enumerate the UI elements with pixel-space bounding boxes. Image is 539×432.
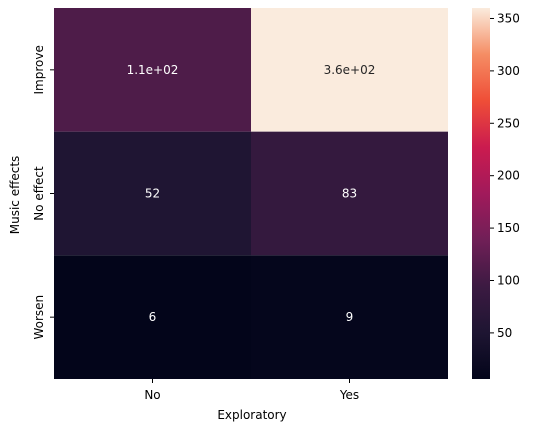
heatmap-cell	[251, 131, 448, 256]
x-tick-label: No	[144, 388, 160, 402]
heatmap-cell	[54, 8, 251, 132]
colorbar	[472, 8, 490, 379]
colorbar-tick-label: 300	[497, 64, 520, 78]
y-tick-label: Improve	[32, 45, 46, 94]
heatmap-cell	[54, 131, 251, 256]
heatmap-cell	[251, 255, 448, 379]
heatmap-cells: 1.1e+02 3.6e+02 52 83 6 9	[54, 8, 448, 379]
x-tick-label: Yes	[339, 388, 359, 402]
y-tick-label: No effect	[32, 166, 46, 221]
cell-annotation: 9	[346, 310, 354, 324]
colorbar-tick-label: 50	[497, 326, 512, 340]
colorbar-tick-label: 150	[497, 221, 520, 235]
cell-annotation: 52	[145, 187, 160, 201]
y-axis-label: Music effects	[8, 156, 22, 235]
colorbar-tick-label: 200	[497, 169, 520, 183]
y-tick-labels: Improve No effect Worsen	[32, 45, 54, 340]
heatmap-cell	[251, 8, 448, 132]
colorbar-ticks: 50 100 150 200 250 300 350	[490, 11, 520, 340]
y-tick-label: Worsen	[32, 295, 46, 340]
colorbar-tick-label: 350	[497, 11, 520, 25]
cell-annotation: 6	[149, 310, 157, 324]
x-tick-labels: No Yes	[144, 379, 359, 402]
colorbar-tick-label: 100	[497, 273, 520, 287]
colorbar-tick-label: 250	[497, 116, 520, 130]
x-axis-label: Exploratory	[217, 408, 286, 422]
cell-annotation: 83	[342, 187, 357, 201]
cell-annotation: 1.1e+02	[127, 63, 179, 77]
cell-annotation: 3.6e+02	[324, 63, 376, 77]
heatmap-cell	[54, 255, 251, 379]
